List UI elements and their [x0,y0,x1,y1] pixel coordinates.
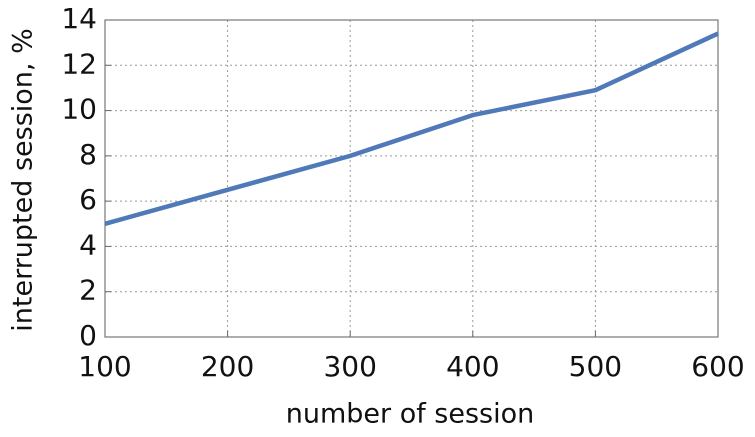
y-tick-label: 2 [79,274,97,307]
y-tick-label: 12 [61,47,97,80]
data-line [104,31,719,226]
x-tick-label: 100 [78,350,131,383]
y-axis-label: interrupted session, % [8,28,39,331]
y-tick-label: 8 [79,138,97,171]
y-tick-label: 4 [79,228,97,261]
x-tick-label: 200 [201,350,254,383]
x-tick-label: 300 [323,350,376,383]
y-tick-label: 14 [61,2,97,35]
x-axis-label: number of session [286,399,535,430]
plot-frame [104,19,719,338]
x-tick-label: 600 [691,350,744,383]
y-tick-label: 6 [79,183,97,216]
y-tick-label: 10 [61,93,97,126]
x-tick-label: 500 [569,350,622,383]
x-tick-label: 400 [446,350,499,383]
y-tick-label: 0 [79,319,97,352]
